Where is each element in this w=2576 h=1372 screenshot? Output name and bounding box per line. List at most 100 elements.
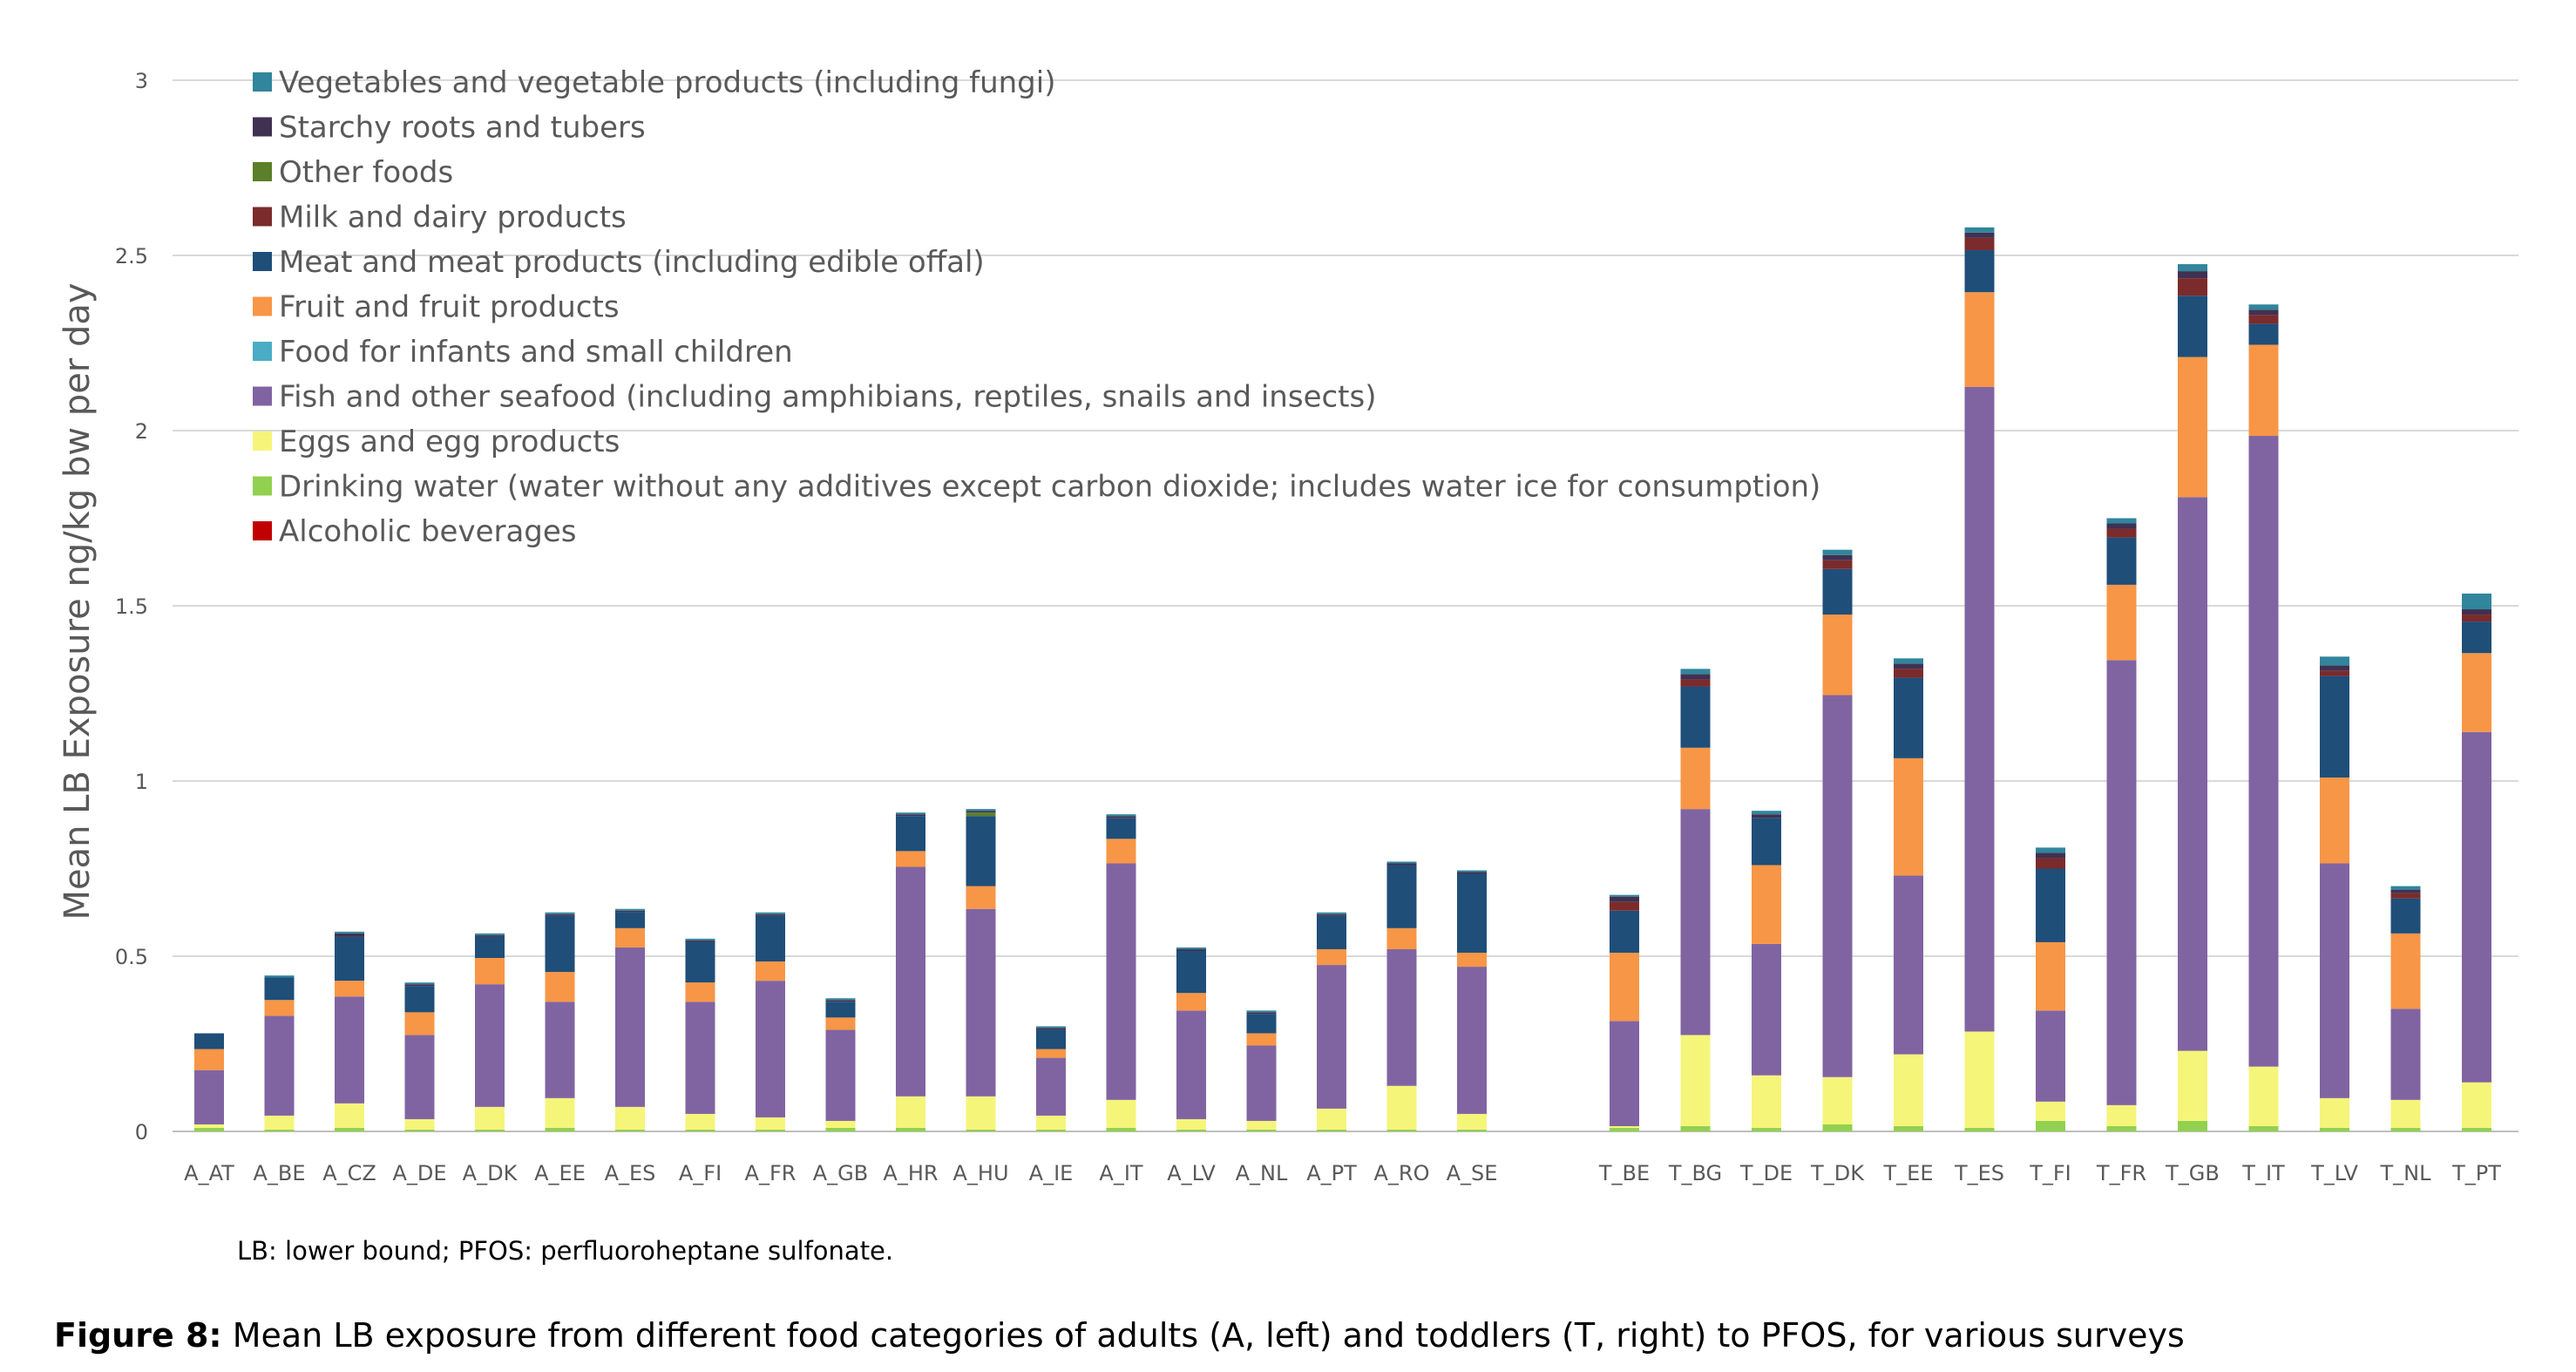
- bar-segment-A_SE-5: [1457, 952, 1487, 968]
- bar-segment-T_BG-10: [1680, 669, 1711, 675]
- y-tick-label: 0: [135, 1120, 148, 1144]
- bar-segment-T_PT-9: [2462, 609, 2491, 615]
- bar-segment-A_AT-6: [194, 1033, 224, 1049]
- bar-segment-T_PT-1: [2462, 1127, 2491, 1131]
- x-tick-label: A_NL: [1236, 1161, 1288, 1185]
- legend-swatch: [253, 386, 272, 406]
- bar-segment-A_IE-5: [1036, 1049, 1066, 1058]
- x-tick-label: A_DE: [392, 1161, 446, 1185]
- bar-segment-T_BE-3: [1610, 1021, 1639, 1126]
- bar-segment-A_BE-3: [264, 1015, 295, 1116]
- bar-segment-A_GB-6: [825, 1002, 856, 1018]
- bar-segment-T_FI-10: [2036, 847, 2065, 853]
- bar-segment-A_GB-10: [825, 998, 856, 1001]
- bar-segment-A_BE-2: [264, 1115, 295, 1130]
- bar-segment-T_EE-2: [1894, 1054, 1923, 1126]
- legend-swatch: [253, 117, 272, 137]
- bar-segment-A_LV-6: [1176, 950, 1206, 994]
- x-tick-label: A_HU: [952, 1161, 1008, 1185]
- bar-segment-A_FI-9: [685, 940, 715, 942]
- bar-segment-T_PT-10: [2462, 593, 2491, 610]
- bar-segment-A_EE-6: [545, 915, 575, 973]
- bar-segment-A_HU-8: [966, 812, 996, 817]
- bar-segment-A_AT-3: [194, 1070, 224, 1124]
- bar-segment-A_ES-10: [615, 908, 645, 911]
- bar-segment-T_GB-9: [2178, 271, 2207, 279]
- bar-segment-T_DE-10: [1752, 811, 1781, 815]
- bar-segment-T_PT-3: [2462, 731, 2491, 1083]
- bar-segment-A_PT-2: [1317, 1108, 1346, 1130]
- bar-segment-T_FR-2: [2106, 1104, 2137, 1126]
- bar-segment-T_DE-6: [1752, 818, 1781, 866]
- bar-segment-A_DK-3: [475, 984, 505, 1107]
- bar-segment-A_RO-1: [1386, 1129, 1417, 1131]
- bar-segment-A_NL-10: [1246, 1010, 1277, 1013]
- x-tick-label: T_FI: [2029, 1161, 2071, 1185]
- bar-segment-A_IE-2: [1036, 1115, 1066, 1130]
- bar-segment-T_ES-10: [1964, 227, 1995, 233]
- x-tick-label: A_FI: [679, 1161, 722, 1185]
- bar-segment-A_EE-10: [545, 912, 575, 914]
- bar-segment-T_FR-10: [2106, 518, 2137, 524]
- bar-segment-A_IT-1: [1106, 1127, 1136, 1131]
- bar-segment-T_IT-3: [2248, 436, 2279, 1067]
- bar-segment-T_LV-10: [2320, 656, 2349, 666]
- bar-segment-A_FR-2: [756, 1117, 785, 1130]
- bar-segment-A_EE-3: [545, 1002, 575, 1098]
- bar-segment-T_FI-5: [2036, 941, 2065, 1011]
- bar-segment-A_SE-9: [1457, 872, 1487, 874]
- x-tick-label: A_CZ: [322, 1161, 376, 1185]
- legend-swatch: [253, 342, 272, 361]
- bar-segment-T_EE-6: [1894, 677, 1923, 758]
- bar-segment-A_CZ-9: [335, 933, 364, 937]
- bar-segment-A_BE-6: [264, 977, 295, 1001]
- x-tick-label: A_LV: [1167, 1161, 1216, 1185]
- bar-segment-T_FR-1: [2106, 1125, 2137, 1131]
- bar-segment-T_EE-3: [1894, 875, 1923, 1055]
- bar-segment-T_DK-10: [1822, 549, 1853, 555]
- bar-segment-A_SE-6: [1457, 873, 1487, 953]
- caption-text: Mean LB exposure from different food cat…: [232, 1316, 2185, 1355]
- bar-segment-A_ES-5: [615, 927, 645, 947]
- legend-entry: Alcoholic beverages: [279, 514, 577, 549]
- bar-segment-A_IT-9: [1106, 816, 1136, 818]
- y-tick-label: 3: [135, 69, 148, 93]
- bar-segment-A_FI-5: [685, 982, 715, 1002]
- bar-segment-T_LV-5: [2320, 777, 2349, 864]
- legend-entry: Meat and meat products (including edible…: [279, 245, 985, 280]
- bar-segment-A_FR-1: [756, 1129, 785, 1131]
- bar-segment-T_IT-9: [2248, 309, 2279, 316]
- bar-segment-T_NL-2: [2390, 1099, 2421, 1128]
- bar-segment-T_ES-1: [1964, 1127, 1995, 1131]
- bar-segment-A_IT-3: [1106, 863, 1136, 1100]
- bar-segment-A_FI-2: [685, 1113, 715, 1130]
- bar-segment-A_DE-2: [404, 1118, 435, 1130]
- y-tick-label: 2.5: [115, 244, 148, 268]
- bar-segment-T_DK-2: [1822, 1077, 1853, 1124]
- bar-segment-T_ES-3: [1964, 386, 1995, 1032]
- bar-segment-A_IE-9: [1036, 1028, 1066, 1030]
- caption-label: Figure 8:: [54, 1316, 222, 1355]
- bar-segment-A_EE-5: [545, 972, 575, 1002]
- x-tick-label: A_EE: [534, 1161, 586, 1185]
- x-tick-label: A_DK: [463, 1161, 519, 1185]
- bar-segment-A_BE-1: [264, 1129, 295, 1131]
- bar-segment-A_CZ-6: [335, 936, 364, 981]
- bar-segment-A_CZ-5: [335, 981, 364, 997]
- bar-segment-T_BG-6: [1680, 686, 1711, 748]
- bar-segment-T_DK-9: [1822, 554, 1853, 560]
- bar-segment-A_IT-6: [1106, 818, 1136, 839]
- bar-segment-T_LV-2: [2320, 1097, 2349, 1128]
- bar-segment-A_PT-10: [1317, 912, 1346, 914]
- x-tick-label: A_BE: [253, 1161, 305, 1185]
- x-tick-label: T_BG: [1668, 1161, 1722, 1185]
- bar-segment-A_FR-6: [756, 915, 785, 962]
- bar-segment-T_BE-6: [1610, 910, 1639, 953]
- bar-segment-A_HU-1: [966, 1129, 996, 1131]
- bar-segment-T_EE-9: [1894, 663, 1923, 669]
- bar-segment-T_PT-7: [2462, 615, 2491, 622]
- bar-segment-A_FR-9: [756, 914, 785, 916]
- bar-segment-T_FR-5: [2106, 584, 2137, 661]
- x-tick-label: A_GB: [813, 1161, 868, 1185]
- bar-segment-T_DE-9: [1752, 814, 1781, 818]
